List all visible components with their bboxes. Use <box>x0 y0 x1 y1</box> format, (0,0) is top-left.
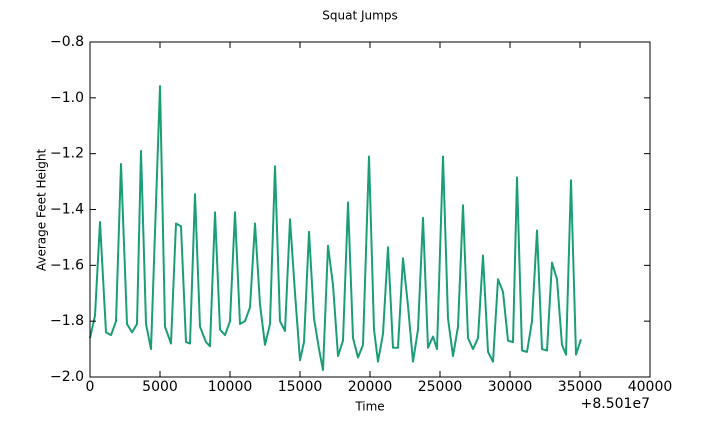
x-axis-label: Time <box>354 400 384 414</box>
x-tick-label: 0 <box>86 379 95 395</box>
x-tick-label: 25000 <box>418 379 463 395</box>
y-tick-label: −1.2 <box>50 146 84 162</box>
x-tick-label: 5000 <box>142 379 178 395</box>
y-tick-label: −1.6 <box>50 257 84 273</box>
x-tick-label: 35000 <box>558 379 603 395</box>
x-tick-label: 30000 <box>488 379 533 395</box>
y-tick-label: −1.8 <box>50 313 84 329</box>
x-offset-label: +8.501e7 <box>581 396 650 412</box>
data-line <box>89 85 582 372</box>
x-tick-label: 10000 <box>208 379 253 395</box>
y-axis-label: Average Feet Height <box>35 149 49 272</box>
x-tick-label: 20000 <box>348 379 393 395</box>
y-tick-label: −2.0 <box>50 369 84 385</box>
chart-title: Squat Jumps <box>322 9 397 23</box>
x-tick-label: 15000 <box>278 379 323 395</box>
y-tick-label: −1.4 <box>50 202 84 218</box>
y-tick-label: −0.8 <box>50 34 84 50</box>
x-tick-label: 40000 <box>628 379 673 395</box>
y-tick-label: −1.0 <box>50 90 84 106</box>
